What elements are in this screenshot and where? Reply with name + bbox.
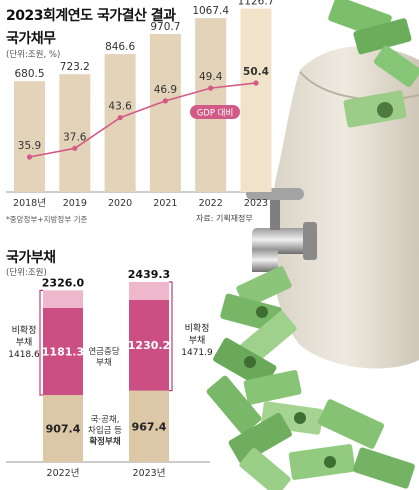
non-confirmed-right-label: 비확정 부채 1471.9 (181, 324, 213, 358)
pension-bar-1 (129, 299, 169, 391)
confirmed-liability-label: 국·공채, 차입금 등 확정부채 (88, 415, 122, 447)
non-confirmed-bracket-1 (169, 281, 173, 392)
gdp-ratio-line (29, 82, 257, 158)
other-liab-bar-0 (43, 290, 83, 308)
confirmed-bar-1 (129, 390, 169, 462)
legend-pill (190, 105, 240, 119)
debt-bar-value-0: 680.5 (14, 68, 44, 80)
debt-title: 국가채무 (6, 31, 56, 47)
non-confirmed-left-label: 비확정 부채 1418.6 (8, 326, 40, 360)
gdp-ratio-value-4: 49.4 (199, 71, 223, 83)
debt-bar-1 (59, 74, 91, 192)
other-liab-bar-1 (129, 282, 169, 300)
debt-bar-0 (14, 81, 45, 192)
gdp-ratio-point-2 (117, 115, 123, 121)
legend-label: GDP 대비 (197, 109, 234, 119)
money-sack (270, 46, 419, 369)
pension-value-0: 1181.3 (42, 345, 84, 358)
pension-liability-label: 연금충당 부채 (88, 347, 120, 368)
debt-bar-value-1: 723.2 (60, 61, 90, 73)
gdp-ratio-point-0 (26, 154, 33, 160)
debt-bar-value-4: 1067.4 (192, 5, 229, 17)
debt-source: 자료: 기획재정부 (196, 214, 253, 223)
gdp-ratio-value-2: 43.6 (108, 101, 132, 113)
debt-bar-value-3: 970.7 (150, 21, 180, 33)
page-title: 2023회계연도 국가결산 결과 (6, 8, 176, 24)
gdp-ratio-value-3: 46.9 (154, 84, 177, 96)
debt-unit: (단위:조원, %) (6, 50, 61, 60)
confirmed-value-0: 907.4 (46, 423, 81, 436)
liabilities-unit: (단위:조원) (6, 268, 47, 278)
debt-x-tick-2: 2020 (108, 198, 132, 209)
confirmed-value-1: 967.4 (132, 420, 167, 433)
gdp-ratio-value-5: 50.4 (243, 66, 269, 78)
debt-x-tick-4: 2022 (199, 198, 223, 209)
debt-bar-2 (104, 54, 136, 193)
debt-footnote: *중앙정부+지방정부 기준 (6, 215, 88, 224)
liab-total-1: 2439.3 (128, 268, 170, 281)
debt-x-tick-3: 2021 (153, 198, 177, 209)
liab-total-0: 2326.0 (42, 276, 85, 289)
banknote-stream (206, 266, 415, 490)
debt-bar-value-5: 1126.7 (238, 0, 275, 8)
gdp-ratio-point-4 (208, 85, 214, 91)
pension-bar-0 (43, 307, 83, 396)
gdp-ratio-point-1 (72, 145, 78, 151)
gdp-ratio-value-0: 35.9 (18, 140, 41, 152)
liab-x-tick-0: 2022년 (47, 468, 80, 479)
gdp-ratio-point-5 (253, 80, 259, 86)
debt-x-tick-5: 2023 (244, 198, 268, 209)
liabilities-title: 국가부채 (6, 250, 56, 266)
gdp-ratio-legend: GDP 대비 (190, 105, 240, 119)
debt-x-tick-0: 2018년 (13, 198, 46, 209)
pension-value-1: 1230.2 (128, 339, 170, 352)
banknotes-top (328, 0, 419, 128)
debt-bar-value-2: 846.6 (105, 41, 135, 53)
non-confirmed-bracket-0 (39, 289, 43, 396)
debt-bar-5 (240, 8, 272, 193)
confirmed-bar-0 (43, 395, 83, 462)
gdp-ratio-point-3 (162, 98, 168, 104)
gdp-ratio-value-1: 37.6 (63, 131, 87, 143)
debt-x-tick-1: 2019 (63, 198, 87, 209)
liab-x-tick-1: 2023년 (133, 468, 166, 479)
debt-bar-3 (149, 33, 181, 193)
